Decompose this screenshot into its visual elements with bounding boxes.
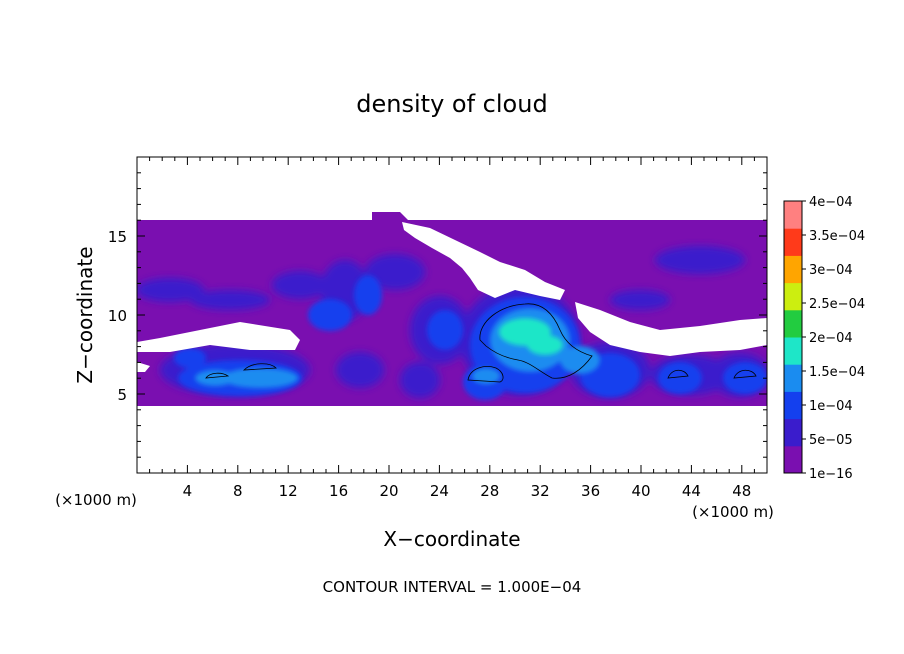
colorbar-swatch-1 <box>784 418 802 447</box>
clear-air <box>137 222 767 473</box>
colorbar-label-5: 2.5e−04 <box>809 297 865 312</box>
x-axis: 4 8 12 16 20 24 28 32 36 40 44 48 <box>149 157 755 500</box>
y-tick-label-2: 15 <box>108 228 127 246</box>
colorbar-swatch-4 <box>784 337 802 365</box>
colorbar-swatch-8 <box>784 228 802 256</box>
y-axis: 5 10 15 <box>108 172 767 458</box>
cloud-top-bump <box>372 212 408 220</box>
x-axis-label: X−coordinate <box>383 527 520 551</box>
colorbar-label-1: 5e−05 <box>809 433 853 448</box>
x-tick-label-3: 16 <box>329 482 348 500</box>
x-tick-label-7: 32 <box>531 482 550 500</box>
colorbar-label-3: 1.5e−04 <box>809 365 865 380</box>
colorbar-label-4: 2e−04 <box>809 331 853 346</box>
x-unit-label-right: (×1000 m) <box>692 503 774 521</box>
colorbar-label-7: 3.5e−04 <box>809 229 865 244</box>
x-tick-label-11: 48 <box>732 482 751 500</box>
x-unit-label: (×1000 m) <box>55 491 137 509</box>
x-tick-label-10: 44 <box>682 482 701 500</box>
y-tick-label-0: 5 <box>117 386 127 404</box>
x-tick-label-8: 36 <box>581 482 600 500</box>
colorbar-swatch-5 <box>784 309 802 338</box>
colorbar-label-0: 1e−16 <box>809 467 853 482</box>
contour-lines <box>205 303 757 383</box>
colorbar-legend: 1e−16 5e−05 1e−04 1.5e−04 2e−04 2.5e−04 3e−04 3… <box>783 195 865 482</box>
contour-interval-note: CONTOUR INTERVAL = 1.000E−04 <box>323 578 582 596</box>
x-tick-label-4: 20 <box>379 482 398 500</box>
colorbar-swatch-7 <box>784 255 802 284</box>
x-tick-label-6: 28 <box>480 482 499 500</box>
y-tick-label-1: 10 <box>108 307 127 325</box>
colorbar-swatch-0 <box>784 445 802 474</box>
colorbar-label-2: 1e−04 <box>809 399 853 414</box>
colorbar-label-6: 3e−04 <box>809 263 853 278</box>
colorbar-swatch-3 <box>784 364 802 392</box>
colorbar-swatch-9 <box>784 201 802 229</box>
x-tick-label-2: 12 <box>279 482 298 500</box>
x-tick-label-1: 8 <box>233 482 243 500</box>
level-2e-4-core <box>499 318 563 355</box>
x-tick-label-5: 24 <box>430 482 449 500</box>
x-tick-label-9: 40 <box>631 482 650 500</box>
colorbar-swatch-2 <box>784 391 802 420</box>
chart-title: density of cloud <box>356 90 547 118</box>
colorbar-swatch-6 <box>784 282 802 311</box>
colorbar-label-8: 4e−04 <box>809 195 853 210</box>
plot-area <box>137 212 767 473</box>
x-tick-label-0: 4 <box>183 482 193 500</box>
y-axis-label: Z−coordinate <box>73 246 97 383</box>
